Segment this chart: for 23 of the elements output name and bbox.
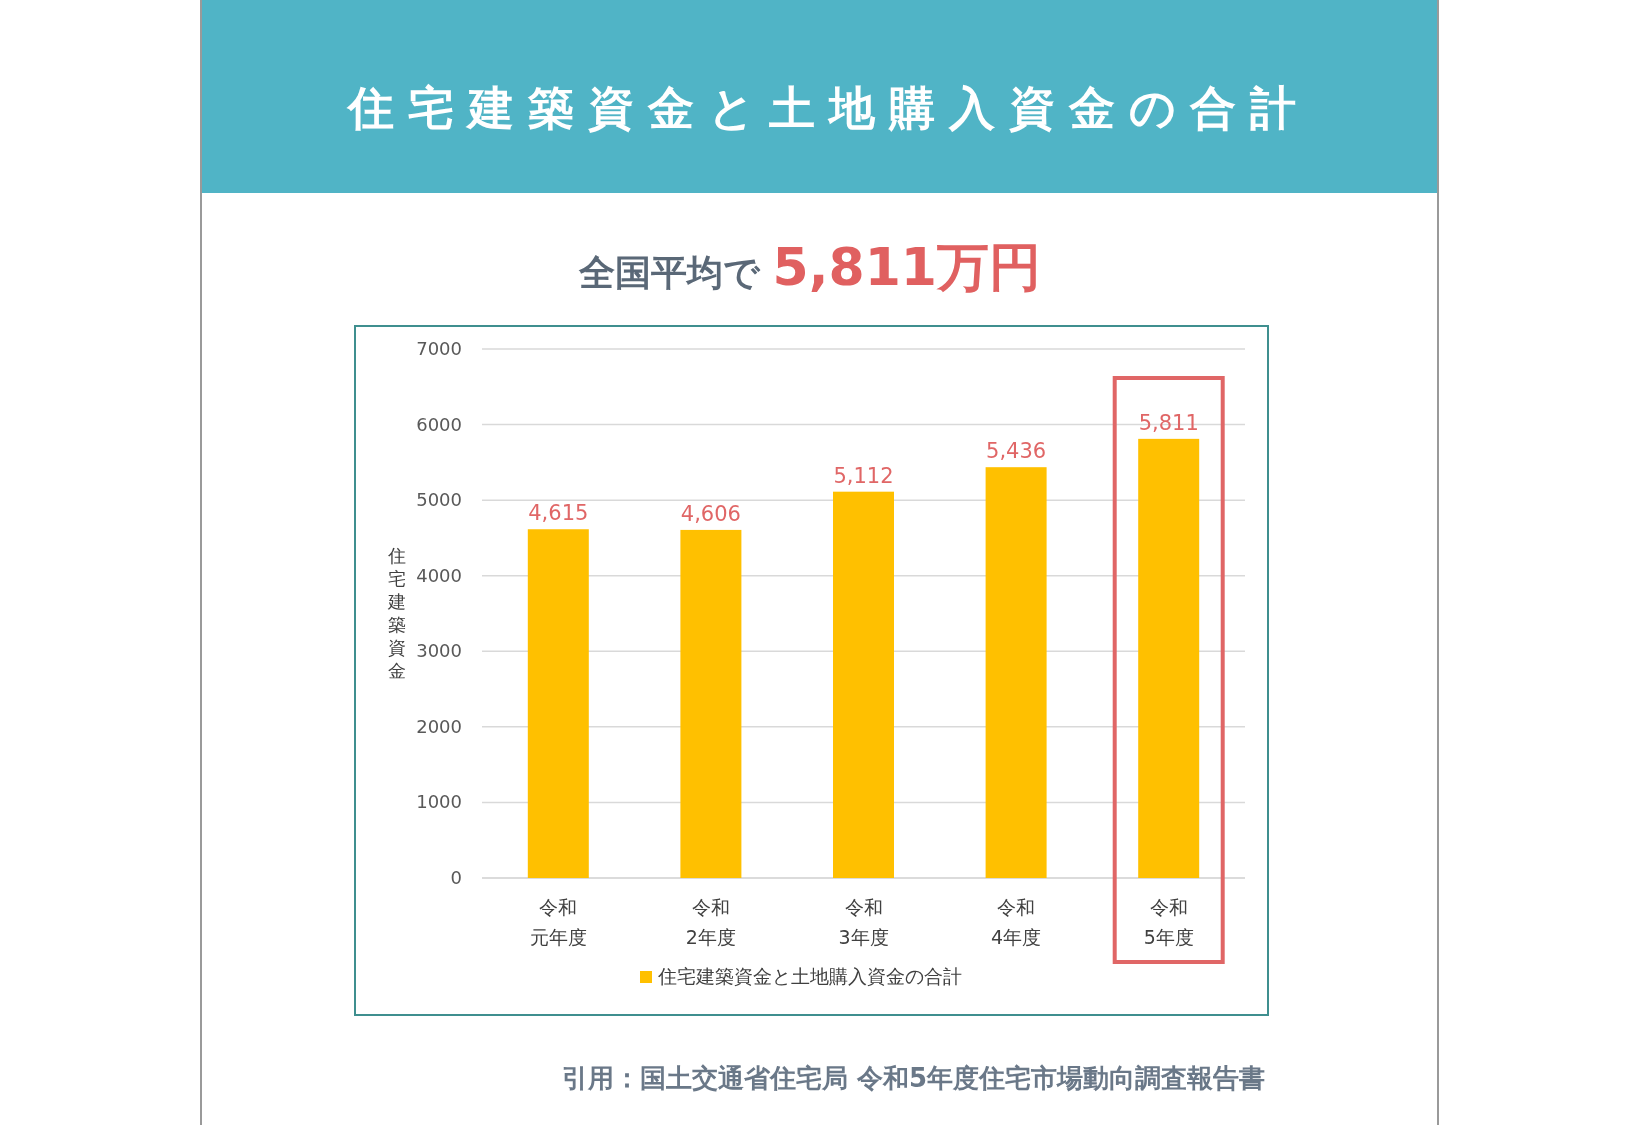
data-label: 5,811 — [1138, 410, 1199, 435]
y-tick-label: 7000 — [416, 338, 462, 359]
ylabel: 住宅建築資金 — [388, 544, 406, 681]
title: 住宅建築資金と土地購入資金の合計 — [348, 81, 1310, 135]
y-tick-label: 5000 — [416, 489, 462, 511]
data-label: 4,615 — [528, 501, 589, 526]
data-label: 5,112 — [833, 463, 894, 488]
y-tick-label: 4000 — [416, 564, 462, 586]
y-tick-label: 1000 — [416, 791, 462, 813]
x-tick-label: 令和元年度 — [529, 896, 587, 948]
x-tick-label: 令和5年度 — [1143, 896, 1194, 948]
data-label: 4,606 — [680, 501, 741, 526]
y-tick-label: 3000 — [416, 640, 462, 662]
y-tick-label: 2000 — [416, 715, 462, 737]
legend: 住宅建築資金と土地購入資金の合計 — [640, 965, 962, 987]
x-tick-label: 令和4年度 — [991, 896, 1042, 948]
x-tick-label: 令和2年度 — [685, 896, 736, 948]
y-tick-label: 6000 — [416, 413, 462, 435]
x-tick-label: 令和3年度 — [838, 896, 889, 948]
data-label: 5,436 — [986, 439, 1047, 464]
y-tick-label: 0 — [450, 867, 462, 888]
text: 引用：国土交通省住宅局 令和5年度住宅市場動向調査報告書 — [561, 1063, 1265, 1093]
subtitle: 全国平均で 5,811万円 — [579, 237, 1041, 297]
